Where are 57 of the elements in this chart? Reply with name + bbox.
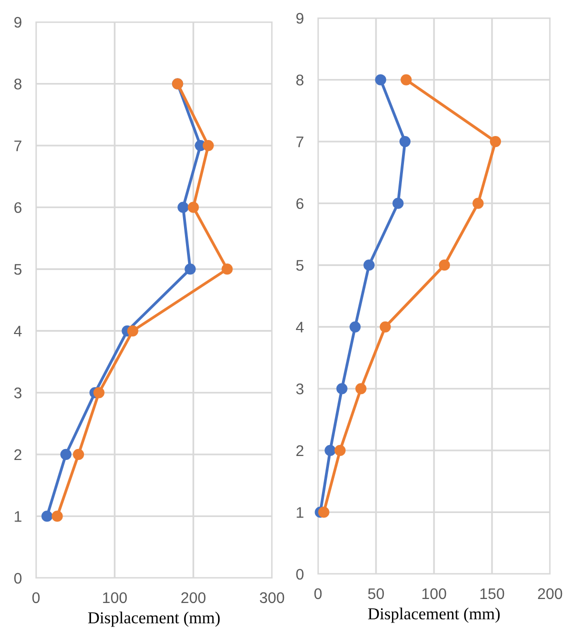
point <box>178 202 189 213</box>
point <box>318 506 330 518</box>
point <box>93 387 104 398</box>
x-tick-label: 100 <box>422 588 446 600</box>
y-tick-label: 0 <box>296 568 304 580</box>
point <box>222 264 233 275</box>
y-tick-label: 7 <box>296 136 304 148</box>
y-tick-label: 7 <box>14 140 22 152</box>
point <box>127 325 138 336</box>
point <box>363 260 375 271</box>
y-tick-label: 1 <box>14 511 22 522</box>
y-tick-label: 6 <box>296 198 304 210</box>
y-tick-label: 8 <box>14 78 22 90</box>
point <box>202 140 214 152</box>
y-tick-label: 4 <box>296 322 304 332</box>
point <box>375 74 386 86</box>
point <box>350 321 361 332</box>
point <box>334 444 346 456</box>
point <box>380 321 391 332</box>
x-tick-label: 0 <box>314 588 322 600</box>
point <box>400 74 412 86</box>
x-tick-label: 150 <box>480 588 504 600</box>
point <box>336 383 348 394</box>
point <box>41 510 53 522</box>
y-tick-label: 8 <box>296 74 304 86</box>
y-tick-label: 5 <box>296 260 304 271</box>
y-tick-label: 2 <box>296 445 304 456</box>
x-tick-label: 0 <box>32 592 40 604</box>
y-tick-label: 3 <box>14 388 22 398</box>
x-tick-label: 100 <box>103 592 127 604</box>
x-tick-label: 200 <box>538 588 562 600</box>
y-tick-label: 1 <box>296 507 304 518</box>
point <box>72 448 84 460</box>
x-axis-title: Displacement (mm) <box>368 608 500 623</box>
point <box>324 444 336 456</box>
y-tick-label: 0 <box>14 572 22 584</box>
y-tick-label: 6 <box>14 202 22 214</box>
point <box>184 264 196 275</box>
y-tick-label: 5 <box>14 264 22 275</box>
point <box>399 136 411 148</box>
x-tick-label: 50 <box>368 588 384 600</box>
point <box>472 198 484 209</box>
y-tick-label: 3 <box>296 384 304 394</box>
y-tick-label: 2 <box>14 449 22 460</box>
x-tick-label: 300 <box>260 592 284 604</box>
x-axis-title: Displacement (mm) <box>88 612 220 627</box>
point <box>188 202 199 213</box>
y-tick-label: 9 <box>296 12 304 24</box>
y-tick-label: 9 <box>14 16 22 28</box>
point <box>438 260 450 271</box>
point <box>355 383 366 394</box>
point <box>490 136 502 148</box>
y-tick-label: 4 <box>14 326 22 336</box>
point <box>392 198 404 209</box>
point <box>52 510 63 522</box>
point <box>60 448 72 460</box>
x-tick-label: 200 <box>181 592 206 604</box>
